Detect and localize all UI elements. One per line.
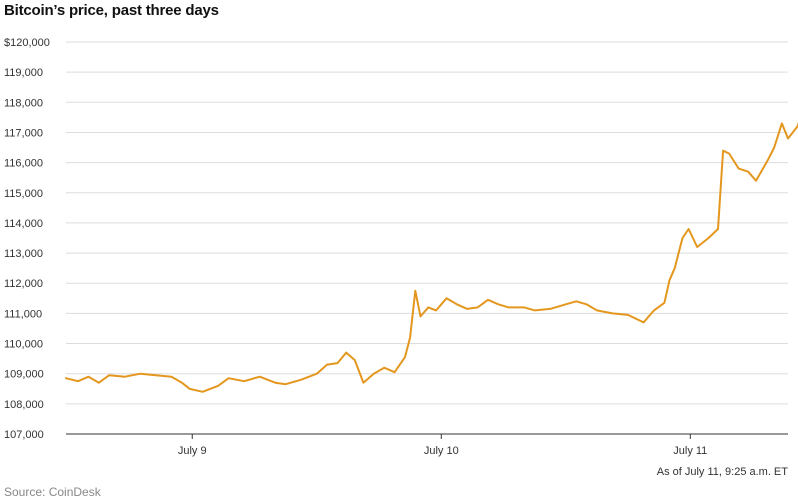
y-tick-label: 115,000 <box>4 188 43 200</box>
y-tick-label: 110,000 <box>4 339 43 351</box>
x-tick-label: July 11 <box>673 445 707 457</box>
y-tick-label: 108,000 <box>4 399 44 411</box>
y-tick-label: 114,000 <box>4 218 43 230</box>
y-tick-label: 109,000 <box>4 369 44 381</box>
y-axis-tick-labels: $120,000 119,000 118,000 117,000 116,000 115,… <box>4 37 50 441</box>
series-layer <box>65 121 798 393</box>
gridlines <box>66 41 788 405</box>
y-tick-label: 111,000 <box>4 308 42 320</box>
y-tick-label: 119,000 <box>4 67 43 79</box>
y-tick-label: $120,000 <box>4 37 50 49</box>
y-tick-label: 112,000 <box>4 278 43 290</box>
as-of-note: As of July 11, 9:25 a.m. ET <box>656 466 788 478</box>
x-axis: July 9 July 10 July 11 <box>66 433 788 457</box>
source-note: Source: CoinDesk <box>4 485 101 499</box>
chart-title: Bitcoin’s price, past three days <box>4 2 219 19</box>
bitcoin-price-line <box>65 121 798 393</box>
x-tick-label: July 9 <box>178 445 207 457</box>
x-tick-label: July 10 <box>424 445 459 457</box>
y-tick-label: 117,000 <box>4 127 43 139</box>
y-tick-label: 118,000 <box>4 97 43 109</box>
y-tick-label: 116,000 <box>4 158 43 170</box>
y-tick-label: 113,000 <box>4 248 43 260</box>
y-tick-label: 107,000 <box>4 429 44 441</box>
